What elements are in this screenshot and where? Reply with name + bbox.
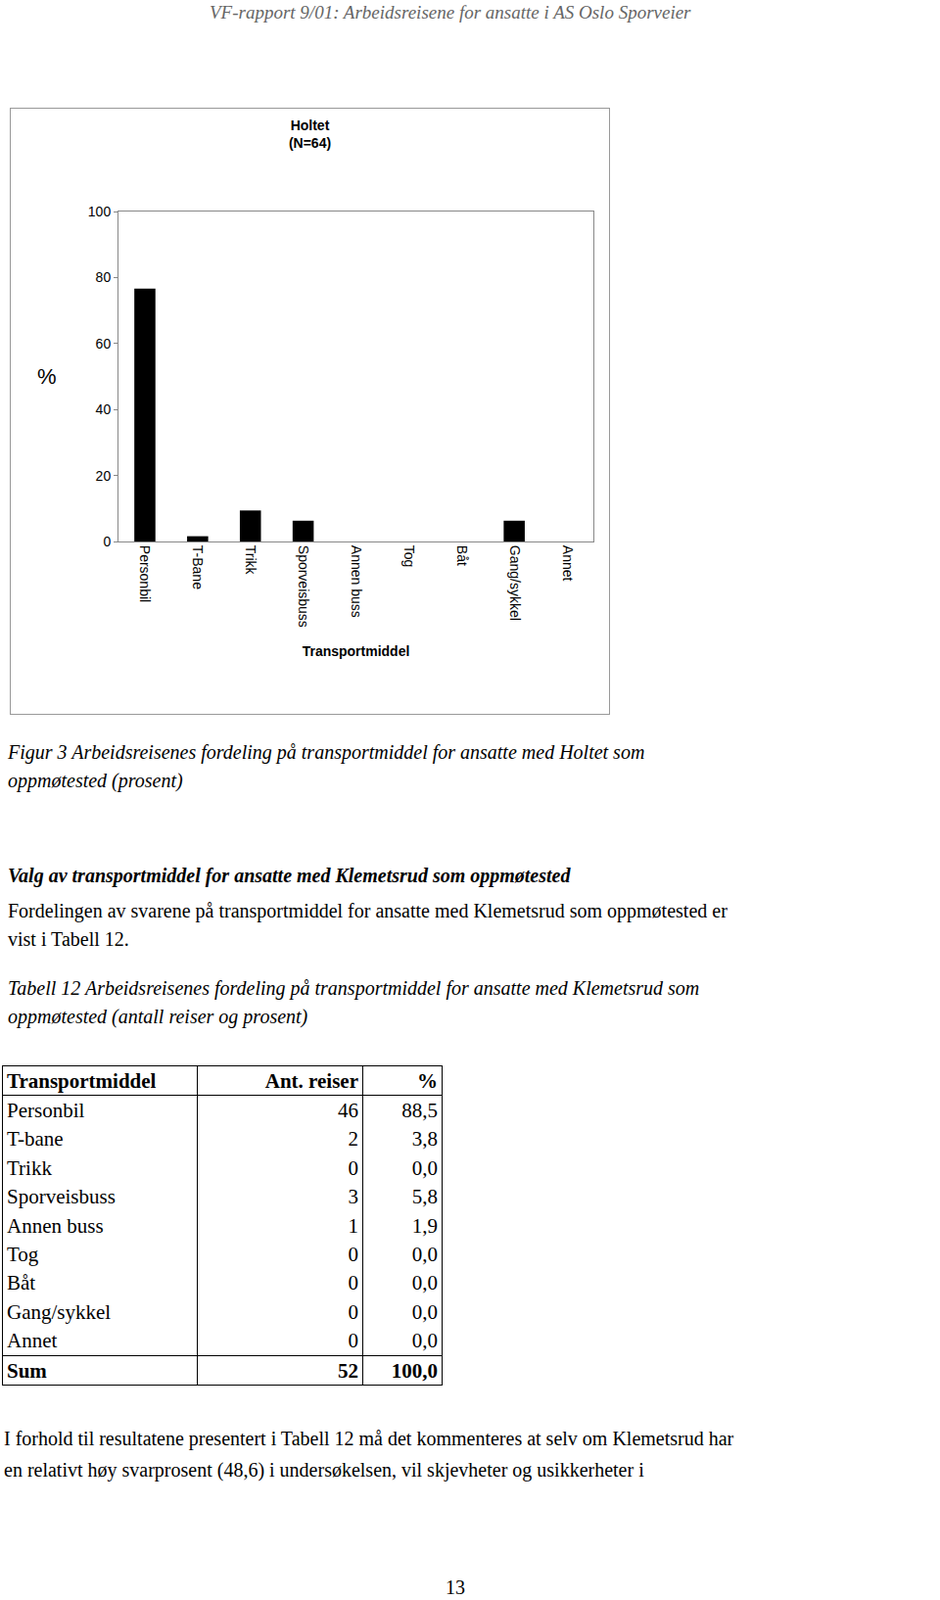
html-text:3,8: 3,8 <box>412 1127 438 1152</box>
html-text:0,0: 0,0 <box>412 1271 438 1295</box>
html-text:46: 46 <box>337 1098 359 1123</box>
html-text:Tog: Tog <box>6 1242 39 1267</box>
svg-text:Trikk: Trikk <box>242 545 259 576</box>
html-text:Personbil: Personbil <box>6 1098 85 1123</box>
html-text:3: 3 <box>348 1185 359 1209</box>
html-text:0: 0 <box>348 1242 359 1267</box>
html-text:Annen buss: Annen buss <box>6 1213 104 1238</box>
html-text:Sum: Sum <box>6 1358 47 1383</box>
svg-text:80: 80 <box>95 269 112 285</box>
svg-text:Tog: Tog <box>401 545 418 568</box>
svg-text:Annet: Annet <box>560 545 576 582</box>
html-text:0,0: 0,0 <box>412 1156 438 1180</box>
html-text:100,0: 100,0 <box>391 1358 438 1383</box>
html-text:Gang/sykkel: Gang/sykkel <box>6 1300 111 1324</box>
html-text:Fordelingen av svarene på tran: Fordelingen av svarene på transportmidde… <box>7 899 728 922</box>
svg-text:%: % <box>37 364 57 389</box>
html-text:1,9: 1,9 <box>412 1213 438 1238</box>
svg-text:40: 40 <box>95 401 112 418</box>
svg-text:0: 0 <box>102 533 111 550</box>
html-text:Transportmiddel: Transportmiddel <box>6 1068 157 1093</box>
svg-text:60: 60 <box>95 335 112 352</box>
html-text:Sporveisbuss: Sporveisbuss <box>6 1185 116 1209</box>
svg-text:20: 20 <box>95 468 112 484</box>
html-text:2: 2 <box>348 1127 359 1152</box>
html-text:I forhold til resultatene pres: I forhold til resultatene presentert i T… <box>3 1427 734 1450</box>
html-text:0,0: 0,0 <box>412 1300 438 1324</box>
html-text:Tabell 12 Arbeidsreisenes ford: Tabell 12 Arbeidsreisenes fordeling på t… <box>7 977 700 999</box>
html-text:88,5: 88,5 <box>401 1098 438 1123</box>
html-text:VF-rapport 9/01: Arbeidsreisen: VF-rapport 9/01: Arbeidsreisene for ansa… <box>209 1 691 23</box>
svg-text:100: 100 <box>88 203 112 220</box>
html-text:13: 13 <box>445 1576 466 1598</box>
svg-text:Gang/sykkel: Gang/sykkel <box>507 545 523 621</box>
svg-text:Holtet(N=64): Holtet(N=64) <box>288 117 331 151</box>
html-text:oppmøtested (prosent): oppmøtested (prosent) <box>7 769 183 792</box>
html-text:0: 0 <box>348 1156 359 1180</box>
html-text:Trikk: Trikk <box>6 1156 52 1180</box>
svg-text:Annen buss: Annen buss <box>348 545 365 618</box>
html-text:0: 0 <box>348 1328 359 1353</box>
html-text:T-bane: T-bane <box>6 1127 64 1152</box>
svg-text:Transportmiddel: Transportmiddel <box>302 643 411 659</box>
html-text:0: 0 <box>348 1271 359 1295</box>
html-text:Båt: Båt <box>6 1271 36 1295</box>
svg-text:Sporveisbuss: Sporveisbuss <box>295 545 312 628</box>
svg-text:T-Bane: T-Bane <box>189 545 206 590</box>
html-text:oppmøtested (antall reiser og: oppmøtested (antall reiser og prosent) <box>7 1005 308 1028</box>
svg-text:Båt: Båt <box>454 545 470 566</box>
html-text:5,8: 5,8 <box>412 1185 438 1209</box>
html-text:vist i Tabell 12.: vist i Tabell 12. <box>7 928 130 950</box>
html-text:Valg av transportmiddel for an: Valg av transportmiddel for ansatte med … <box>7 864 571 887</box>
html-text:en relativt høy svarprosent (4: en relativt høy svarprosent (48,6) i und… <box>3 1458 644 1481</box>
html-text:1: 1 <box>348 1213 359 1238</box>
html-text:Figur 3 Arbeidsreisenes fordel: Figur 3 Arbeidsreisenes fordeling på tra… <box>7 741 645 763</box>
svg-text:Personbil: Personbil <box>137 545 153 603</box>
html-text:Ant. reiser: Ant. reiser <box>265 1068 359 1093</box>
html-text:0,0: 0,0 <box>412 1328 438 1353</box>
html-text:0,0: 0,0 <box>412 1242 438 1267</box>
html-text:52: 52 <box>337 1358 359 1383</box>
html-text:Annet: Annet <box>6 1328 58 1353</box>
html-text:0: 0 <box>348 1300 359 1324</box>
